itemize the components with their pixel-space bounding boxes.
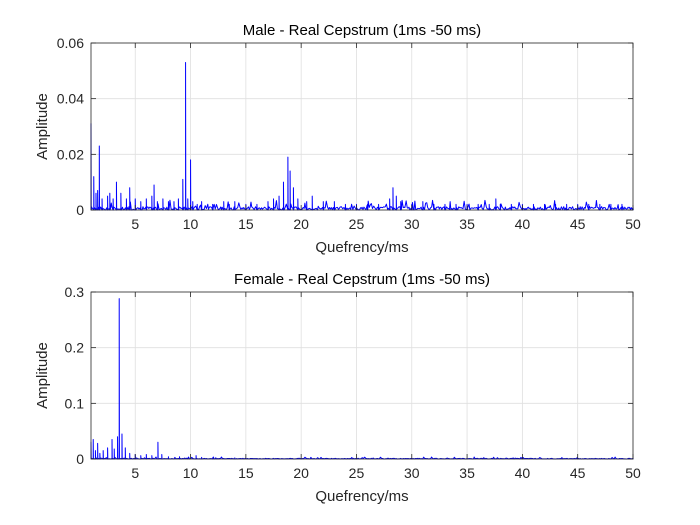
- female-x-tick-label: 20: [293, 465, 309, 481]
- male-y-axis-label: Amplitude: [34, 93, 51, 160]
- male-axes-box: [90, 42, 634, 211]
- female-x-tick-label: 25: [349, 465, 365, 481]
- male-x-axis-label: Quefrency/ms: [315, 239, 408, 256]
- male-x-tick-label: 20: [293, 216, 309, 232]
- male-x-tick-label: 15: [238, 216, 254, 232]
- male-cepstrum-plot: 5 10 15 20 25 30 35 40 45 50 0 0.02 0.04 0.06 Male -…: [34, 22, 641, 256]
- female-y-axis-label: Amplitude: [34, 342, 51, 409]
- female-y-tick-label: 0.3: [65, 284, 85, 300]
- female-x-tick-label: 10: [183, 465, 199, 481]
- female-x-tick-label: 5: [131, 465, 139, 481]
- female-y-tick-label: 0: [76, 451, 84, 467]
- male-x-tick-label: 25: [349, 216, 365, 232]
- female-plot-title: Female - Real Cepstrum (1ms -50 ms): [234, 271, 490, 288]
- female-x-tick-label: 45: [570, 465, 586, 481]
- male-x-tick-label: 40: [515, 216, 531, 232]
- female-axes-box: [90, 291, 634, 460]
- male-x-tick-label: 45: [570, 216, 586, 232]
- male-grid: [91, 42, 634, 211]
- male-cepstrum-trace: [90, 61, 634, 211]
- female-cepstrum-plot: 5 10 15 20 25 30 35 40 45 50 0 0.1 0.2 0.3 Female - …: [34, 271, 641, 505]
- male-y-tick-label: 0.04: [57, 91, 84, 107]
- male-x-tick-label: 50: [625, 216, 641, 232]
- male-y-tick-label: 0.06: [57, 35, 84, 51]
- female-x-tick-label: 15: [238, 465, 254, 481]
- male-y-tick-label: 0.02: [57, 146, 84, 162]
- female-x-tick-label: 40: [515, 465, 531, 481]
- male-y-ticks: 0 0.02 0.04 0.06: [57, 35, 633, 218]
- male-x-tick-label: 10: [183, 216, 199, 232]
- female-grid: [91, 291, 634, 460]
- female-x-axis-label: Quefrency/ms: [315, 488, 408, 505]
- male-x-tick-label: 5: [131, 216, 139, 232]
- female-x-tick-label: 35: [459, 465, 475, 481]
- female-y-tick-label: 0.2: [65, 340, 85, 356]
- female-x-ticks: 5 10 15 20 25 30 35 40 45 50: [131, 292, 641, 481]
- female-cepstrum-trace: [90, 298, 634, 460]
- female-x-tick-label: 30: [404, 465, 420, 481]
- male-x-tick-label: 30: [404, 216, 420, 232]
- female-x-tick-label: 50: [625, 465, 641, 481]
- female-y-ticks: 0 0.1 0.2 0.3: [65, 284, 633, 467]
- male-y-tick-label: 0: [76, 202, 84, 218]
- male-plot-title: Male - Real Cepstrum (1ms -50 ms): [243, 22, 481, 39]
- female-y-tick-label: 0.1: [65, 395, 85, 411]
- male-x-ticks: 5 10 15 20 25 30 35 40 45 50: [131, 43, 641, 232]
- male-x-tick-label: 35: [459, 216, 475, 232]
